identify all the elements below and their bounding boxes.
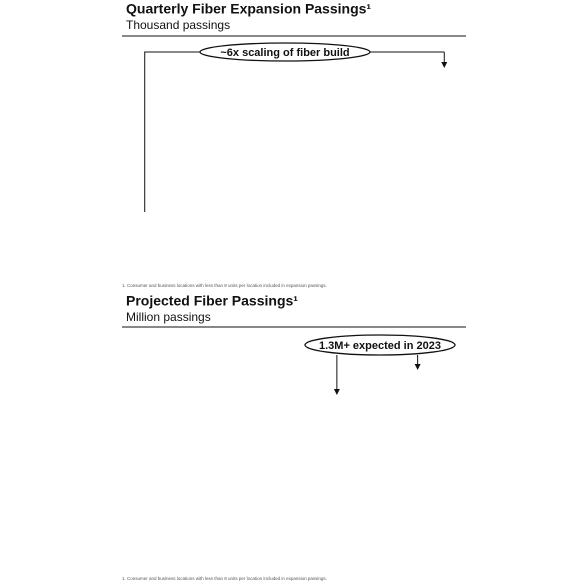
annotation-oval <box>199 42 371 62</box>
chart-subtitle: Thousand passings <box>126 18 230 32</box>
chart-subtitle: Million passings <box>126 310 211 324</box>
chart-title: Projected Fiber Passings¹ <box>126 293 298 309</box>
footnote: 1. Consumer and business locations with … <box>122 283 327 288</box>
annotation-arrowhead <box>441 62 448 68</box>
annotation: 1.3M+ expected in 2023 <box>319 340 441 352</box>
footnote: 1. Consumer and business locations with … <box>122 576 327 581</box>
chart-title: Quarterly Fiber Expansion Passings¹ <box>126 1 371 17</box>
annotation: ~6x scaling of fiber build <box>220 47 349 59</box>
annotation-line <box>144 51 200 212</box>
annotation-arrowhead <box>333 389 340 395</box>
annotation-arrowhead <box>414 364 421 370</box>
annotation-oval <box>304 334 456 356</box>
